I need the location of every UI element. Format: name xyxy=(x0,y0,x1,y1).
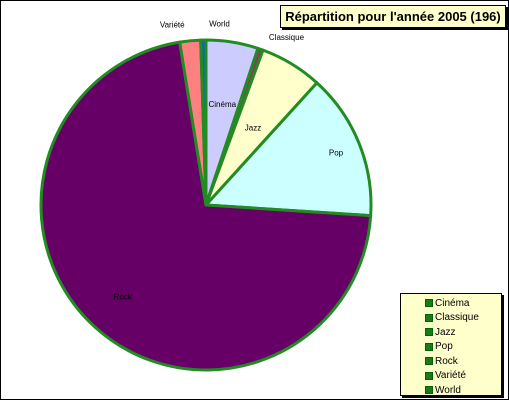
legend-label: Variété xyxy=(435,370,466,382)
legend-label: Classique xyxy=(435,312,479,324)
slice-label: World xyxy=(209,20,230,29)
legend-label: Cinéma xyxy=(435,297,470,309)
legend-swatch xyxy=(425,357,433,366)
legend-label: Jazz xyxy=(435,326,456,338)
legend: Cinéma Classique Jazz Pop Rock Variété W… xyxy=(400,293,502,396)
pie-slice xyxy=(199,38,208,207)
slice-label: Variété xyxy=(160,20,185,29)
legend-label: Rock xyxy=(435,355,458,367)
legend-item-variete: Variété xyxy=(425,369,501,384)
legend-swatch xyxy=(425,371,433,380)
slice-label: Pop xyxy=(329,148,344,157)
slice-label: Cinéma xyxy=(209,100,237,109)
legend-item-cinema: Cinéma xyxy=(425,296,501,311)
legend-item-world: World xyxy=(425,383,501,398)
slice-label: Classique xyxy=(269,33,305,42)
legend-swatch xyxy=(425,342,433,351)
legend-label: World xyxy=(435,384,461,396)
slice-label: Rock xyxy=(114,293,133,302)
legend-item-jazz: Jazz xyxy=(425,325,501,340)
chart-title: Répartition pour l'année 2005 (196) xyxy=(285,9,501,24)
legend-swatch xyxy=(425,328,433,337)
slice-label: Jazz xyxy=(245,123,261,132)
legend-swatch xyxy=(425,299,433,308)
legend-item-classique: Classique xyxy=(425,311,501,326)
legend-label: Pop xyxy=(435,341,453,353)
legend-swatch xyxy=(425,313,433,322)
legend-item-pop: Pop xyxy=(425,340,501,355)
chart-title-box: Répartition pour l'année 2005 (196) xyxy=(280,5,506,28)
legend-swatch xyxy=(425,386,433,395)
pie-slice xyxy=(204,81,373,218)
legend-item-rock: Rock xyxy=(425,354,501,369)
